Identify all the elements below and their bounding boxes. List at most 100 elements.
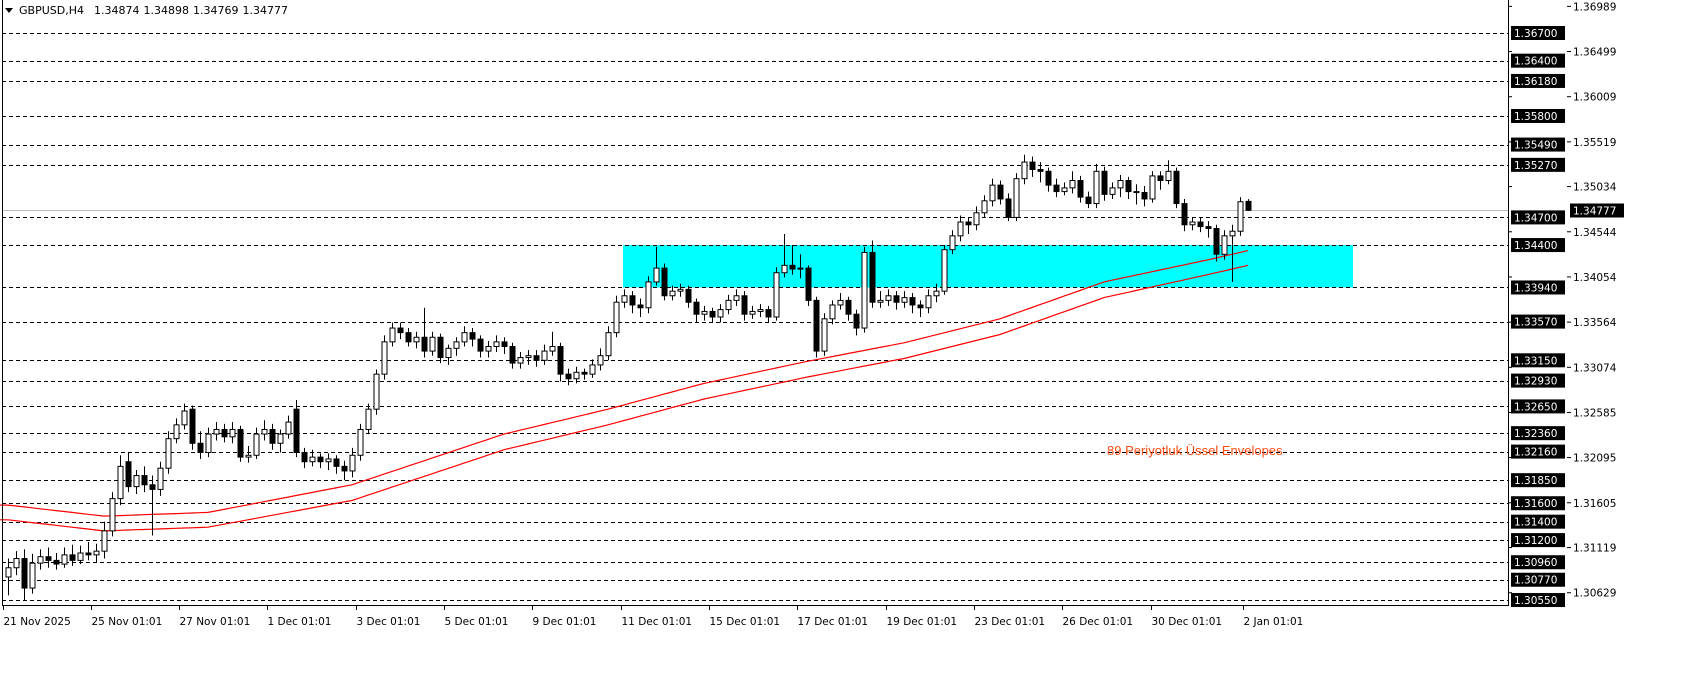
bull-candle[interactable]: [701, 310, 708, 315]
bull-candle[interactable]: [493, 341, 500, 347]
bear-candle[interactable]: [845, 299, 852, 315]
bull-candle[interactable]: [1229, 230, 1236, 237]
bear-candle[interactable]: [1053, 184, 1060, 193]
bull-candle[interactable]: [93, 550, 100, 556]
bull-candle[interactable]: [181, 410, 188, 426]
bear-candle[interactable]: [893, 295, 900, 303]
bear-candle[interactable]: [85, 552, 92, 556]
bear-candle[interactable]: [509, 345, 516, 364]
bear-candle[interactable]: [1045, 170, 1052, 186]
zone-rectangle[interactable]: [623, 245, 1353, 288]
bull-candle[interactable]: [981, 200, 988, 214]
bull-candle[interactable]: [949, 235, 956, 251]
bull-candle[interactable]: [837, 299, 844, 306]
bear-candle[interactable]: [1245, 200, 1252, 211]
bear-candle[interactable]: [1205, 226, 1212, 229]
bear-candle[interactable]: [909, 297, 916, 306]
bull-candle[interactable]: [485, 345, 492, 352]
bull-candle[interactable]: [669, 290, 676, 297]
bull-candle[interactable]: [365, 408, 372, 430]
bull-candle[interactable]: [957, 221, 964, 237]
bull-candle[interactable]: [1149, 175, 1156, 200]
bull-candle[interactable]: [829, 304, 836, 320]
bear-candle[interactable]: [437, 336, 444, 359]
bull-candle[interactable]: [1069, 180, 1076, 189]
bear-candle[interactable]: [149, 484, 156, 490]
bull-candle[interactable]: [429, 336, 436, 352]
bear-candle[interactable]: [965, 221, 972, 226]
bear-candle[interactable]: [813, 299, 820, 352]
bull-candle[interactable]: [309, 456, 316, 463]
indicator-annotation[interactable]: 89 Periyotluk Üssel Envelopes: [1107, 443, 1283, 458]
bear-candle[interactable]: [141, 475, 148, 486]
bear-candle[interactable]: [477, 338, 484, 352]
bull-candle[interactable]: [325, 458, 332, 463]
bull-candle[interactable]: [277, 433, 284, 444]
bull-candle[interactable]: [453, 341, 460, 349]
bull-candle[interactable]: [989, 184, 996, 202]
bear-candle[interactable]: [301, 452, 308, 463]
bull-candle[interactable]: [925, 295, 932, 309]
bull-candle[interactable]: [373, 373, 380, 410]
bull-candle[interactable]: [133, 475, 140, 488]
bull-candle[interactable]: [933, 290, 940, 297]
bull-candle[interactable]: [101, 530, 108, 552]
bull-candle[interactable]: [29, 562, 36, 589]
bull-candle[interactable]: [861, 251, 868, 329]
bear-candle[interactable]: [1141, 192, 1148, 200]
bear-candle[interactable]: [1213, 227, 1220, 255]
bear-candle[interactable]: [317, 456, 324, 463]
bull-candle[interactable]: [549, 345, 556, 352]
bull-candle[interactable]: [973, 212, 980, 226]
bull-candle[interactable]: [1221, 235, 1228, 255]
bear-candle[interactable]: [221, 428, 228, 438]
bear-candle[interactable]: [469, 332, 476, 340]
bull-candle[interactable]: [749, 310, 756, 315]
bear-candle[interactable]: [421, 336, 428, 352]
bull-candle[interactable]: [1117, 180, 1124, 189]
bull-candle[interactable]: [77, 552, 84, 561]
bear-candle[interactable]: [637, 304, 644, 309]
bull-candle[interactable]: [605, 332, 612, 357]
bull-candle[interactable]: [677, 288, 684, 292]
bear-candle[interactable]: [557, 345, 564, 375]
bear-candle[interactable]: [1157, 175, 1164, 182]
bull-candle[interactable]: [109, 498, 116, 532]
bear-candle[interactable]: [53, 559, 60, 565]
bull-candle[interactable]: [173, 424, 180, 440]
bear-candle[interactable]: [269, 428, 276, 444]
bear-candle[interactable]: [69, 554, 76, 561]
bear-candle[interactable]: [805, 267, 812, 301]
bull-candle[interactable]: [781, 264, 788, 274]
bull-candle[interactable]: [541, 350, 548, 361]
bear-candle[interactable]: [1101, 170, 1108, 195]
bear-candle[interactable]: [1181, 203, 1188, 226]
bull-candle[interactable]: [285, 421, 292, 435]
bear-candle[interactable]: [1037, 168, 1044, 172]
bull-candle[interactable]: [621, 295, 628, 303]
bull-candle[interactable]: [1237, 201, 1244, 232]
bull-candle[interactable]: [61, 554, 68, 565]
bull-candle[interactable]: [877, 299, 884, 303]
bull-candle[interactable]: [525, 355, 532, 359]
bull-candle[interactable]: [1021, 161, 1028, 180]
bull-candle[interactable]: [589, 364, 596, 375]
bear-candle[interactable]: [581, 371, 588, 375]
bear-candle[interactable]: [565, 373, 572, 380]
bull-candle[interactable]: [613, 301, 620, 334]
bear-candle[interactable]: [1085, 196, 1092, 205]
bull-candle[interactable]: [1109, 187, 1116, 195]
bear-candle[interactable]: [189, 408, 196, 444]
bull-candle[interactable]: [773, 272, 780, 318]
bear-candle[interactable]: [741, 295, 748, 315]
bear-candle[interactable]: [789, 264, 796, 270]
bull-candle[interactable]: [357, 428, 364, 456]
bear-candle[interactable]: [397, 327, 404, 334]
bull-candle[interactable]: [885, 295, 892, 301]
bull-candle[interactable]: [389, 327, 396, 343]
bull-candle[interactable]: [381, 341, 388, 375]
bull-candle[interactable]: [733, 295, 740, 301]
bear-candle[interactable]: [869, 251, 876, 303]
bear-candle[interactable]: [1197, 221, 1204, 228]
bear-candle[interactable]: [997, 184, 1004, 200]
